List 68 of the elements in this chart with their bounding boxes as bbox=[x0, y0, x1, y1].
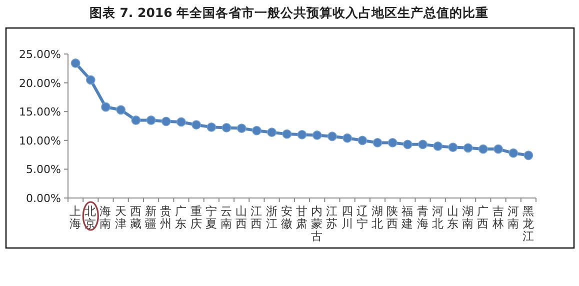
point bbox=[448, 142, 458, 152]
point bbox=[508, 148, 518, 158]
point bbox=[463, 143, 473, 153]
x-tick-label: 新疆 bbox=[145, 204, 158, 230]
x-tick-label: 西藏 bbox=[130, 204, 142, 230]
point bbox=[222, 123, 232, 132]
x-tick-label: 湖南 bbox=[462, 204, 474, 230]
point bbox=[70, 58, 80, 68]
y-tick-label: 0.00% bbox=[26, 192, 61, 205]
point bbox=[192, 120, 202, 130]
x-tick-label: 江西 bbox=[250, 204, 263, 230]
point bbox=[312, 130, 322, 140]
x-tick-label: 浙江 bbox=[266, 204, 278, 230]
point bbox=[297, 130, 307, 140]
y-tick-label: 20.00% bbox=[19, 76, 61, 90]
x-tick-label: 山西 bbox=[236, 204, 248, 230]
x-tick-label: 贵州 bbox=[160, 204, 172, 230]
y-tick-label: 10.00% bbox=[19, 134, 61, 148]
point bbox=[524, 150, 534, 160]
x-tick-label: 湖北 bbox=[371, 204, 384, 230]
x-tick-label: 重庆 bbox=[190, 204, 202, 230]
point bbox=[146, 116, 156, 125]
point bbox=[101, 102, 110, 112]
point bbox=[236, 124, 246, 134]
point bbox=[206, 122, 216, 132]
chart-title: 图表 7. 2016 年全国各省市一般公共预算收入占地区生产总值的比重 bbox=[89, 5, 489, 20]
point bbox=[131, 116, 141, 125]
x-tick-label: 江苏 bbox=[326, 204, 338, 230]
point bbox=[418, 140, 428, 150]
x-tick-label: 青海 bbox=[416, 204, 429, 230]
point bbox=[161, 116, 171, 126]
point bbox=[267, 128, 277, 138]
x-tick-label: 福建 bbox=[400, 204, 414, 230]
point bbox=[327, 132, 337, 142]
x-tick-label: 辽宁 bbox=[356, 204, 368, 230]
point bbox=[252, 126, 262, 136]
point bbox=[402, 140, 412, 150]
y-tick-label: 15.00% bbox=[19, 106, 61, 119]
point bbox=[358, 136, 368, 146]
y-tick-label: 5.00% bbox=[26, 163, 61, 176]
point bbox=[86, 75, 96, 85]
x-tick-label: 上海 bbox=[70, 204, 82, 230]
x-tick-label: 四川 bbox=[341, 204, 354, 230]
point bbox=[282, 129, 292, 139]
x-tick-label: 云南 bbox=[220, 204, 233, 230]
point bbox=[494, 144, 503, 154]
x-tick-label: 广东 bbox=[175, 204, 188, 230]
x-tick-label: 黑龙江 bbox=[522, 204, 534, 243]
x-tick-label: 内蒙古 bbox=[311, 204, 324, 243]
x-tick-label: 吉林 bbox=[491, 204, 504, 230]
point bbox=[116, 105, 126, 115]
x-tick-label: 宁夏 bbox=[205, 204, 218, 230]
x-tick-label: 安徽 bbox=[280, 204, 293, 230]
x-tick-label: 河北 bbox=[432, 204, 444, 230]
point bbox=[342, 133, 352, 143]
y-tick-label: 25.00% bbox=[19, 48, 61, 61]
point bbox=[372, 138, 382, 148]
x-tick-label: 广西 bbox=[477, 204, 490, 230]
x-tick-label: 陕西 bbox=[386, 204, 399, 230]
x-tick-label: 甘肃 bbox=[296, 204, 308, 230]
point bbox=[388, 138, 398, 148]
point bbox=[176, 117, 186, 127]
x-tick-label: 天津 bbox=[114, 204, 127, 230]
x-tick-label: 山东 bbox=[446, 204, 459, 230]
x-tick-label: 河南 bbox=[507, 204, 520, 230]
point bbox=[433, 141, 443, 151]
point bbox=[478, 144, 488, 154]
x-tick-label: 海南 bbox=[100, 204, 112, 230]
